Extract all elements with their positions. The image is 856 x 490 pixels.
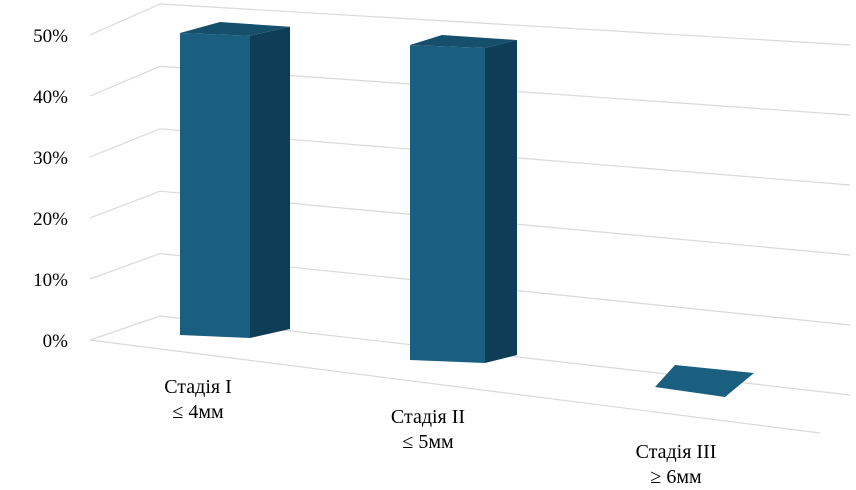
category-stage: Стадія III [636,441,717,463]
y-tick-label: 0% [43,331,69,352]
bar-top [655,365,754,397]
gridline [89,252,851,326]
category-size: ≤ 5мм [402,431,454,453]
bar [410,35,517,363]
bars [180,22,754,397]
y-axis: 0% 10% 20% 30% 40% 50% [33,26,68,352]
x-axis: Стадія I ≤ 4мм Стадія II ≤ 5мм Стадія III ≥ 6… [164,376,716,488]
y-tick-label: 10% [33,270,68,291]
y-tick-label: 50% [33,26,68,47]
gridline [89,3,851,46]
gridlines [89,3,851,434]
bar-front [410,45,485,363]
y-tick-label: 40% [33,87,68,108]
category-stage: Стадія I [164,376,232,398]
gridline [89,128,851,186]
gridline [89,65,851,116]
x-category-label: Стадія I ≤ 4мм [164,376,232,423]
y-tick-label: 20% [33,209,68,230]
gridline [89,190,851,256]
x-category-label: Стадія III ≥ 6мм [636,441,717,488]
bar-side [250,26,290,339]
bar [180,22,290,339]
category-size: ≤ 4мм [172,401,224,423]
category-size: ≥ 6мм [650,466,702,488]
x-category-label: Стадія II ≤ 5мм [391,406,465,453]
y-tick-label: 30% [33,148,68,169]
bar-top [410,35,517,48]
bar-front [180,33,250,338]
bar-side [485,40,517,363]
gridline [89,315,851,396]
bar [655,365,754,397]
bar-top [180,22,290,36]
category-stage: Стадія II [391,406,465,428]
floor-edge [89,339,821,434]
